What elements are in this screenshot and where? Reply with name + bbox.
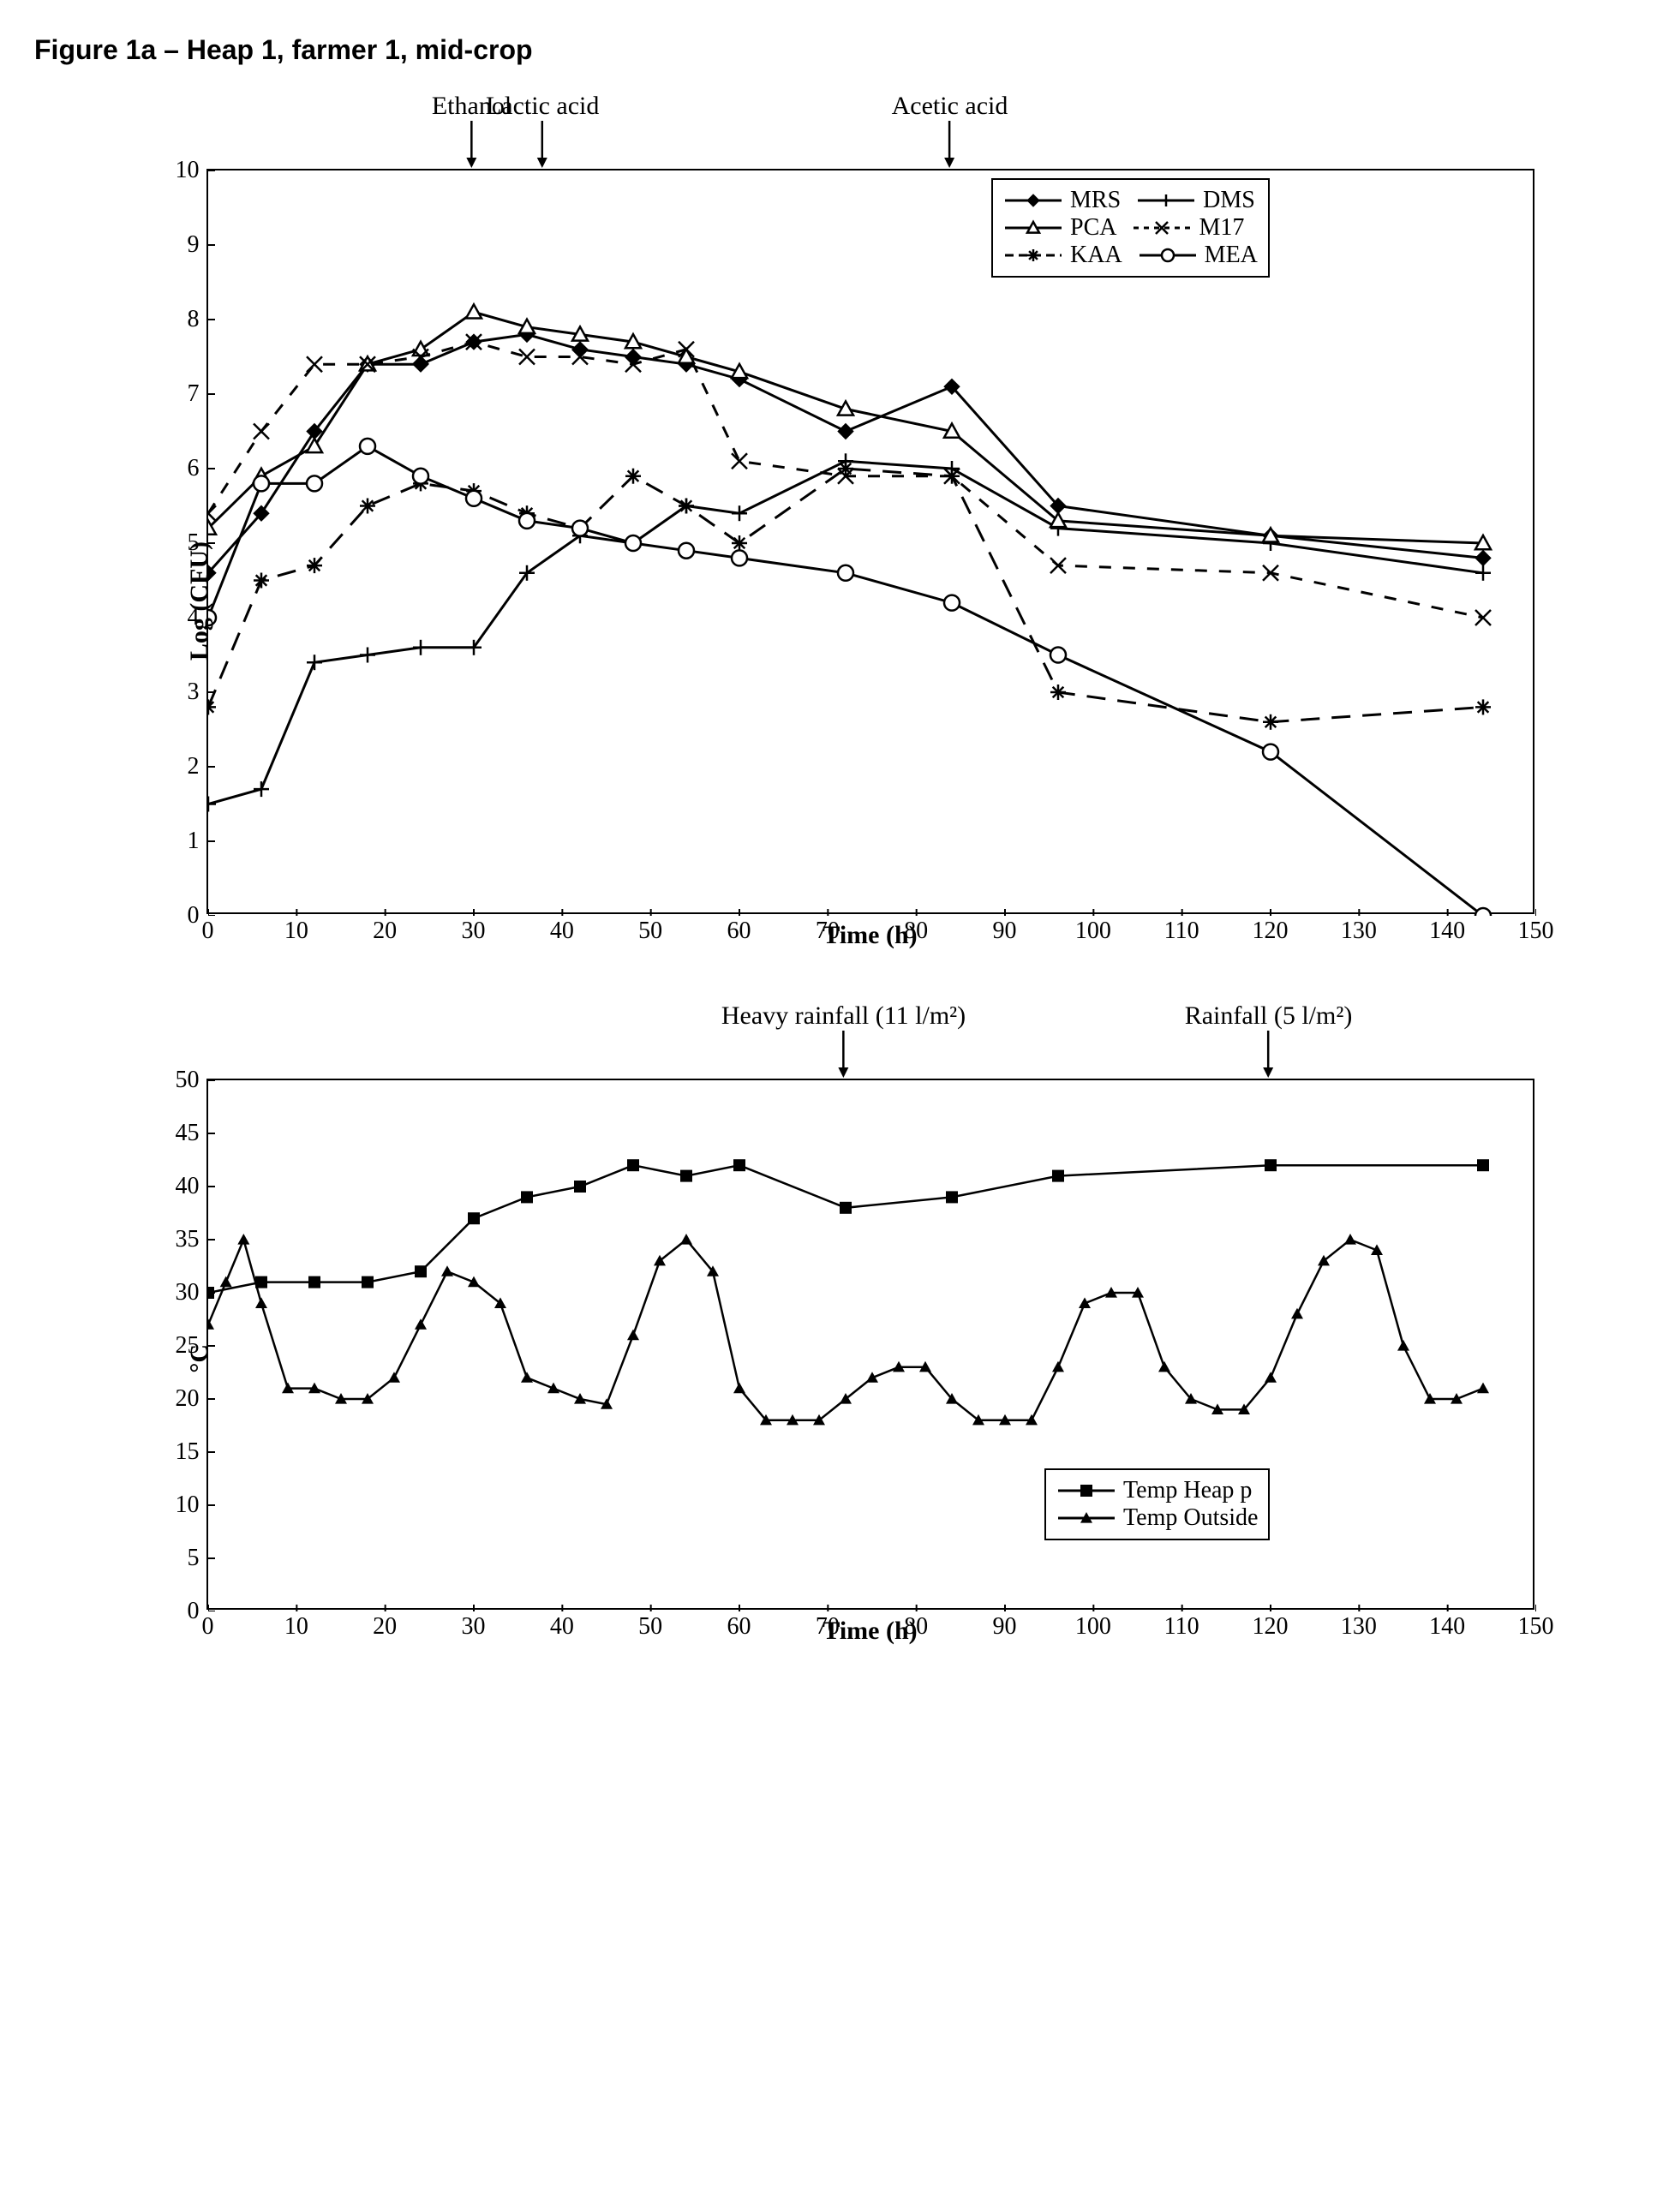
arrow-down-icon [464,121,481,168]
y-tick-label: 0 [157,1598,208,1625]
y-tick-label: 7 [157,380,208,408]
arrow-down-icon [534,121,551,168]
y-tick-label: 15 [157,1438,208,1466]
x-tick-label: 130 [1341,912,1377,945]
chart-temp: Heavy rainfall (11 l/m²) Rainfall (5 l/m²… [129,1001,1534,1646]
x-tick-label: 90 [993,1608,1017,1641]
y-tick-label: 0 [157,902,208,930]
x-tick-label: 140 [1429,912,1465,945]
x-tick-label: 20 [373,1608,397,1641]
y-tick-label: 50 [157,1067,208,1094]
x-tick-label: 110 [1164,912,1199,945]
annotation-label: Heavy rainfall (11 l/m²) [721,1001,966,1031]
legend-label: MEA [1205,242,1258,269]
annotation: Heavy rainfall (11 l/m²) [721,1001,966,1078]
y-tick-label: 1 [157,828,208,855]
y-tick-label: 9 [157,231,208,259]
y-tick-label: 6 [157,455,208,482]
x-tick-label: 50 [638,912,662,945]
y-tick-label: 8 [157,306,208,333]
y-tick-label: 10 [157,1492,208,1519]
chart1-plot: MRSDMSPCAM17KAAMEA 012345678910010203040… [206,169,1534,914]
chart1-legend: MRS DMS PCA M17 KAA MEA [991,178,1270,278]
x-tick-label: 40 [550,1608,574,1641]
x-tick-label: 100 [1075,912,1111,945]
x-tick-label: 30 [462,1608,486,1641]
legend-item: M17 [1132,214,1244,242]
annotation-label: Lactic acid [486,92,599,121]
y-tick-label: 10 [157,157,208,184]
x-tick-label: 70 [816,1608,840,1641]
x-tick-label: 50 [638,1608,662,1641]
x-tick-label: 0 [202,912,214,945]
legend-item: Temp Outside [1056,1504,1258,1532]
legend-item: MEA [1138,242,1258,269]
x-tick-label: 20 [373,912,397,945]
legend-item: MRS [1003,187,1121,214]
chart1-xlabel: Time (h) [206,921,1534,950]
x-tick-label: 80 [904,912,928,945]
x-tick-label: 70 [816,912,840,945]
x-tick-label: 130 [1341,1608,1377,1641]
x-tick-label: 60 [727,1608,751,1641]
legend-item: PCA [1003,214,1116,242]
chart2-annotations: Heavy rainfall (11 l/m²) Rainfall (5 l/m²… [206,1001,1534,1079]
x-tick-label: 140 [1429,1608,1465,1641]
x-tick-label: 110 [1164,1608,1199,1641]
legend-item: Temp Heap p [1056,1477,1252,1504]
legend-label: M17 [1199,214,1244,242]
arrow-down-icon [835,1031,852,1078]
annotation: Rainfall (5 l/m²) [1185,1001,1353,1078]
legend-label: Temp Outside [1123,1504,1258,1532]
annotation-label: Rainfall (5 l/m²) [1185,1001,1353,1031]
x-tick-label: 80 [904,1608,928,1641]
x-tick-label: 60 [727,912,751,945]
figure-title: Figure 1a – Heap 1, farmer 1, mid-crop [34,34,1629,66]
y-tick-label: 45 [157,1120,208,1147]
legend-item: DMS [1136,187,1255,214]
y-tick-label: 35 [157,1226,208,1253]
y-axis-label: Log (CFU) [185,541,214,661]
x-tick-label: 10 [284,912,308,945]
y-tick-label: 3 [157,679,208,706]
x-tick-label: 150 [1518,1608,1554,1641]
x-tick-label: 40 [550,912,574,945]
chart-cfu: EthanolLactic acidAcetic acid MRSDMSPCAM… [129,92,1534,950]
y-tick-label: 2 [157,753,208,780]
x-tick-label: 150 [1518,912,1554,945]
chart2-legend: Temp Heap pTemp Outside [1044,1468,1270,1540]
chart2-plot: Temp Heap pTemp Outside 0510152025303540… [206,1079,1534,1610]
chart1-annotations: EthanolLactic acidAcetic acid [206,92,1534,169]
y-tick-label: 5 [157,1545,208,1572]
y-tick-label: 40 [157,1173,208,1200]
legend-label: Temp Heap p [1123,1477,1252,1504]
x-tick-label: 120 [1253,912,1289,945]
legend-label: MRS [1070,187,1121,214]
legend-label: DMS [1203,187,1255,214]
x-tick-label: 120 [1253,1608,1289,1641]
x-tick-label: 10 [284,1608,308,1641]
legend-label: KAA [1070,242,1122,269]
y-tick-label: 20 [157,1385,208,1413]
y-tick-label: 30 [157,1279,208,1306]
annotation-label: Acetic acid [892,92,1008,121]
annotation: Acetic acid [892,92,1008,168]
y-axis-label: °C [185,1344,214,1373]
annotation: Lactic acid [486,92,599,168]
legend-item: KAA [1003,242,1122,269]
x-tick-label: 0 [202,1608,214,1641]
chart2-xlabel: Time (h) [206,1617,1534,1646]
x-tick-label: 30 [462,912,486,945]
x-tick-label: 100 [1075,1608,1111,1641]
arrow-down-icon [942,121,959,168]
legend-label: PCA [1070,214,1116,242]
x-tick-label: 90 [993,912,1017,945]
arrow-down-icon [1260,1031,1277,1078]
